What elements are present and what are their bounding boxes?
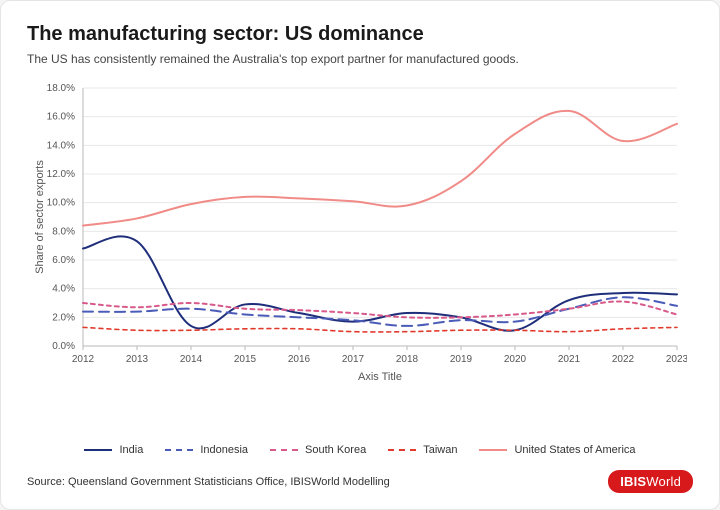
chart-area: 0.0% 2.0% 4.0% 6.0% 8.0% 10.0% 12.0% 14.0% 16.0%… xyxy=(27,80,693,438)
legend-item: India xyxy=(84,444,143,456)
chart-title: The manufacturing sector: US dominance xyxy=(27,23,693,46)
svg-text:2019: 2019 xyxy=(450,354,473,365)
legend-swatch xyxy=(84,449,112,451)
svg-text:Axis Title: Axis Title xyxy=(358,371,402,383)
svg-text:14.0%: 14.0% xyxy=(47,140,75,151)
svg-text:8.0%: 8.0% xyxy=(52,226,75,237)
svg-text:10.0%: 10.0% xyxy=(47,198,75,209)
legend-label: India xyxy=(119,444,143,456)
svg-text:2014: 2014 xyxy=(180,354,203,365)
svg-text:2017: 2017 xyxy=(342,354,365,365)
legend-item: United States of America xyxy=(479,444,635,456)
svg-text:12.0%: 12.0% xyxy=(47,169,75,180)
legend-swatch xyxy=(270,449,298,451)
legend-label: Taiwan xyxy=(423,444,457,456)
svg-text:2016: 2016 xyxy=(288,354,311,365)
svg-text:2020: 2020 xyxy=(504,354,527,365)
legend-swatch xyxy=(165,449,193,451)
svg-text:2018: 2018 xyxy=(396,354,419,365)
legend-item: Taiwan xyxy=(388,444,457,456)
source-text: Source: Queensland Government Statistici… xyxy=(27,476,390,488)
svg-text:16.0%: 16.0% xyxy=(47,112,75,123)
legend-swatch xyxy=(388,449,416,451)
svg-text:2015: 2015 xyxy=(234,354,257,365)
svg-text:0.0%: 0.0% xyxy=(52,341,75,352)
legend-label: Indonesia xyxy=(200,444,248,456)
svg-text:4.0%: 4.0% xyxy=(52,284,75,295)
svg-text:Share of sector exports: Share of sector exports xyxy=(34,160,46,274)
svg-text:2012: 2012 xyxy=(72,354,95,365)
chart-subtitle: The US has consistently remained the Aus… xyxy=(27,52,693,66)
svg-text:2.0%: 2.0% xyxy=(52,312,75,323)
line-chart-svg: 0.0% 2.0% 4.0% 6.0% 8.0% 10.0% 12.0% 14.0% 16.0%… xyxy=(27,80,687,390)
brand-logo: IBISWorld xyxy=(608,470,693,493)
legend: India Indonesia South Korea Taiwan United St… xyxy=(27,444,693,456)
legend-item: Indonesia xyxy=(165,444,248,456)
logo-light: World xyxy=(646,474,681,489)
chart-card: The manufacturing sector: US dominance T… xyxy=(0,0,720,510)
legend-label: South Korea xyxy=(305,444,366,456)
svg-text:2022: 2022 xyxy=(612,354,635,365)
legend-item: South Korea xyxy=(270,444,366,456)
svg-text:18.0%: 18.0% xyxy=(47,83,75,94)
chart-footer: Source: Queensland Government Statistici… xyxy=(27,470,693,493)
legend-swatch xyxy=(479,449,507,451)
legend-label: United States of America xyxy=(514,444,635,456)
logo-bold: IBIS xyxy=(620,474,646,489)
svg-text:2023: 2023 xyxy=(666,354,687,365)
svg-text:2013: 2013 xyxy=(126,354,149,365)
svg-text:6.0%: 6.0% xyxy=(52,255,75,266)
svg-text:2021: 2021 xyxy=(558,354,581,365)
